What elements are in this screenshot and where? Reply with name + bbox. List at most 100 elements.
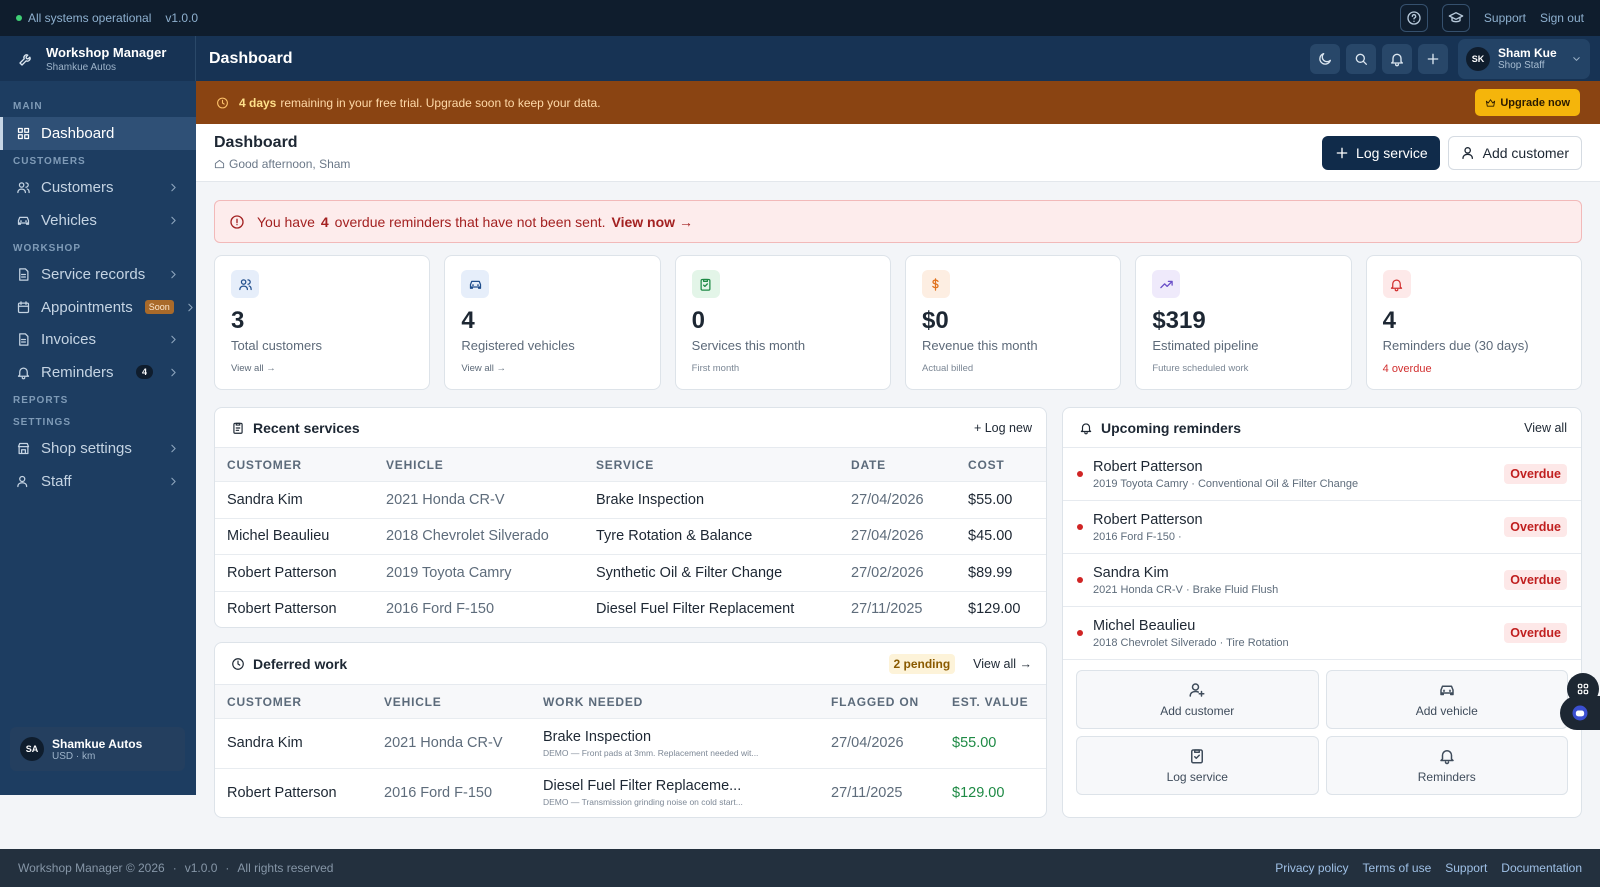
nav-label: Staff <box>41 472 72 490</box>
nav-item[interactable]: Customers <box>0 172 196 205</box>
status-actions: Support Sign out <box>1399 4 1584 32</box>
cell: Sandra Kim <box>227 491 303 508</box>
status-text: All systems operational <box>28 11 152 25</box>
log-service-button[interactable]: Log service <box>1322 135 1440 170</box>
reminder-item[interactable]: Sandra Kim 2021 Honda CR-V · Brake Fluid … <box>1063 554 1581 607</box>
stat-card: 4 Registered vehicles View all → <box>444 255 661 390</box>
stat-card: 3 Total customers View all → <box>214 255 431 390</box>
log-new-link[interactable]: + Log new <box>973 420 1032 435</box>
stat-icon <box>1152 270 1181 298</box>
cell: $45.00 <box>968 528 1013 545</box>
card-header: Deferred work 2 pending View all → <box>215 643 1046 685</box>
stat-sub[interactable]: View all → <box>231 363 276 374</box>
reminder-detail: 2021 Honda CR-V · Brake Fluid Flush <box>1093 583 1279 596</box>
work-note: DEMO — Transmission grinding noise on co… <box>543 797 743 808</box>
learn-button[interactable] <box>1441 4 1470 32</box>
stat-sub[interactable]: 4 overdue <box>1382 363 1432 375</box>
quick-action-label: Log service <box>1166 770 1228 784</box>
reminder-item[interactable]: Robert Patterson 2016 Ford F-150 · Overdue <box>1063 501 1581 554</box>
cell: 27/02/2026 <box>851 564 924 581</box>
reminder-item[interactable]: Robert Patterson 2019 Toyota Camry · Conv… <box>1063 448 1581 501</box>
stat-label: Reminders due (30 days) <box>1382 338 1529 353</box>
search-button[interactable] <box>1346 43 1376 74</box>
column-header: CUSTOMER <box>227 694 302 709</box>
sign-out-link[interactable]: Sign out <box>1539 11 1584 25</box>
icon <box>1440 685 1454 696</box>
reminder-list: Robert Patterson 2019 Toyota Camry · Conv… <box>1063 448 1581 660</box>
icon <box>17 367 30 380</box>
footer-link[interactable]: Privacy policy <box>1275 861 1349 875</box>
column-header: VEHICLE <box>384 694 442 709</box>
add-customer-button[interactable]: Add customer <box>1447 135 1582 170</box>
footer-link[interactable]: Terms of use <box>1362 861 1432 875</box>
column-header: COST <box>968 457 1005 472</box>
view-all-link[interactable]: View all → <box>973 656 1032 671</box>
brand[interactable]: Workshop Manager Shamkue Autos <box>0 36 196 81</box>
table-row[interactable]: Sandra Kim 2021 Honda CR-V Brake Inspectio… <box>215 719 1046 769</box>
reminder-status: Overdue <box>1504 517 1567 537</box>
stat-card: $0 Revenue this month Actual billed <box>904 255 1122 390</box>
alert-count: 4 <box>320 213 329 230</box>
trial-banner: 4 days remaining in your free trial. Upg… <box>196 81 1600 124</box>
stat-value: 3 <box>231 307 245 334</box>
work-note: DEMO — Front pads at 3mm. Replacement ne… <box>543 747 759 758</box>
reminder-dot <box>1077 577 1083 583</box>
cell: 2021 Honda CR-V <box>384 735 503 752</box>
nav-label: Service records <box>41 266 146 284</box>
icon <box>171 335 176 344</box>
nav-label: Invoices <box>41 331 97 349</box>
user-menu[interactable]: SK Sham Kue Shop Staff <box>1458 38 1590 79</box>
table-row[interactable]: Robert Patterson 2016 Ford F-150 Diesel Fu… <box>215 769 1046 818</box>
add-button[interactable] <box>1418 43 1448 74</box>
cell: $129.00 <box>968 601 1021 618</box>
theme-button[interactable] <box>1310 43 1340 74</box>
nav-item[interactable]: Reminders 4 <box>0 356 196 389</box>
table-row[interactable]: Sandra Kim 2021 Honda CR-V Brake Inspectio… <box>215 482 1046 519</box>
nav-item[interactable]: Invoices <box>0 324 196 357</box>
icon <box>1160 280 1173 288</box>
reminder-item[interactable]: Michel Beaulieu 2018 Chevrolet Silverado … <box>1063 607 1581 660</box>
cell: Robert Patterson <box>227 564 337 581</box>
nav-item[interactable]: Appointments Soon <box>0 291 196 324</box>
nav-item[interactable]: Vehicles <box>0 204 196 237</box>
stat-sub[interactable]: View all → <box>461 363 507 374</box>
nav-label: Appointments <box>41 298 133 316</box>
nav-item[interactable]: Service records <box>0 259 196 292</box>
assistant-fab[interactable] <box>1560 696 1600 730</box>
cell: 27/04/2026 <box>831 735 904 752</box>
quick-action[interactable]: Reminders <box>1325 736 1568 795</box>
button-label: Log service <box>1356 144 1428 161</box>
footer-link[interactable]: Documentation <box>1501 861 1582 875</box>
quick-action[interactable]: Add customer <box>1076 670 1319 729</box>
support-link[interactable]: Support <box>1483 11 1526 25</box>
table-row[interactable]: Robert Patterson 2016 Ford F-150 Diesel Fu… <box>215 592 1046 628</box>
user-name: Sham Kue <box>1498 46 1557 60</box>
alert-link[interactable]: View now → <box>611 213 693 230</box>
footer-link[interactable]: Support <box>1445 861 1488 875</box>
stat-icon <box>1382 270 1411 298</box>
card-title: Upcoming reminders <box>1101 419 1242 436</box>
reminder-status: Overdue <box>1504 623 1567 643</box>
nav-item[interactable]: Shop settings <box>0 433 196 466</box>
quick-action[interactable]: Add vehicle <box>1325 670 1568 729</box>
nav-section-label: REPORTS <box>13 394 69 406</box>
quick-action[interactable]: Log service <box>1076 736 1319 795</box>
stat-label: Registered vehicles <box>461 338 575 353</box>
icon <box>932 277 940 291</box>
table-row[interactable]: Michel Beaulieu 2018 Chevrolet Silverado T… <box>215 519 1046 555</box>
nav-item[interactable]: Dashboard <box>0 117 196 150</box>
help-button[interactable] <box>1399 4 1428 32</box>
stat-sub: Actual billed <box>921 363 974 374</box>
page-actions: Log service Add customer <box>1322 135 1582 170</box>
stat-icon <box>231 270 259 298</box>
icon <box>17 443 30 455</box>
nav-item[interactable]: Staff <box>0 465 196 498</box>
upgrade-button[interactable]: Upgrade now <box>1475 89 1580 116</box>
reminder-text: Sandra Kim 2021 Honda CR-V · Brake Fluid … <box>1093 565 1278 596</box>
nav-section: CUSTOMERS Customers Vehicles <box>0 150 196 237</box>
account-switcher[interactable]: SA Shamkue Autos USD · km <box>10 727 185 771</box>
stat-icon <box>691 270 720 298</box>
notifications-button[interactable] <box>1382 43 1412 74</box>
view-all-link[interactable]: View all <box>1524 420 1567 435</box>
table-row[interactable]: Robert Patterson 2019 Toyota Camry Synthet… <box>215 555 1046 592</box>
